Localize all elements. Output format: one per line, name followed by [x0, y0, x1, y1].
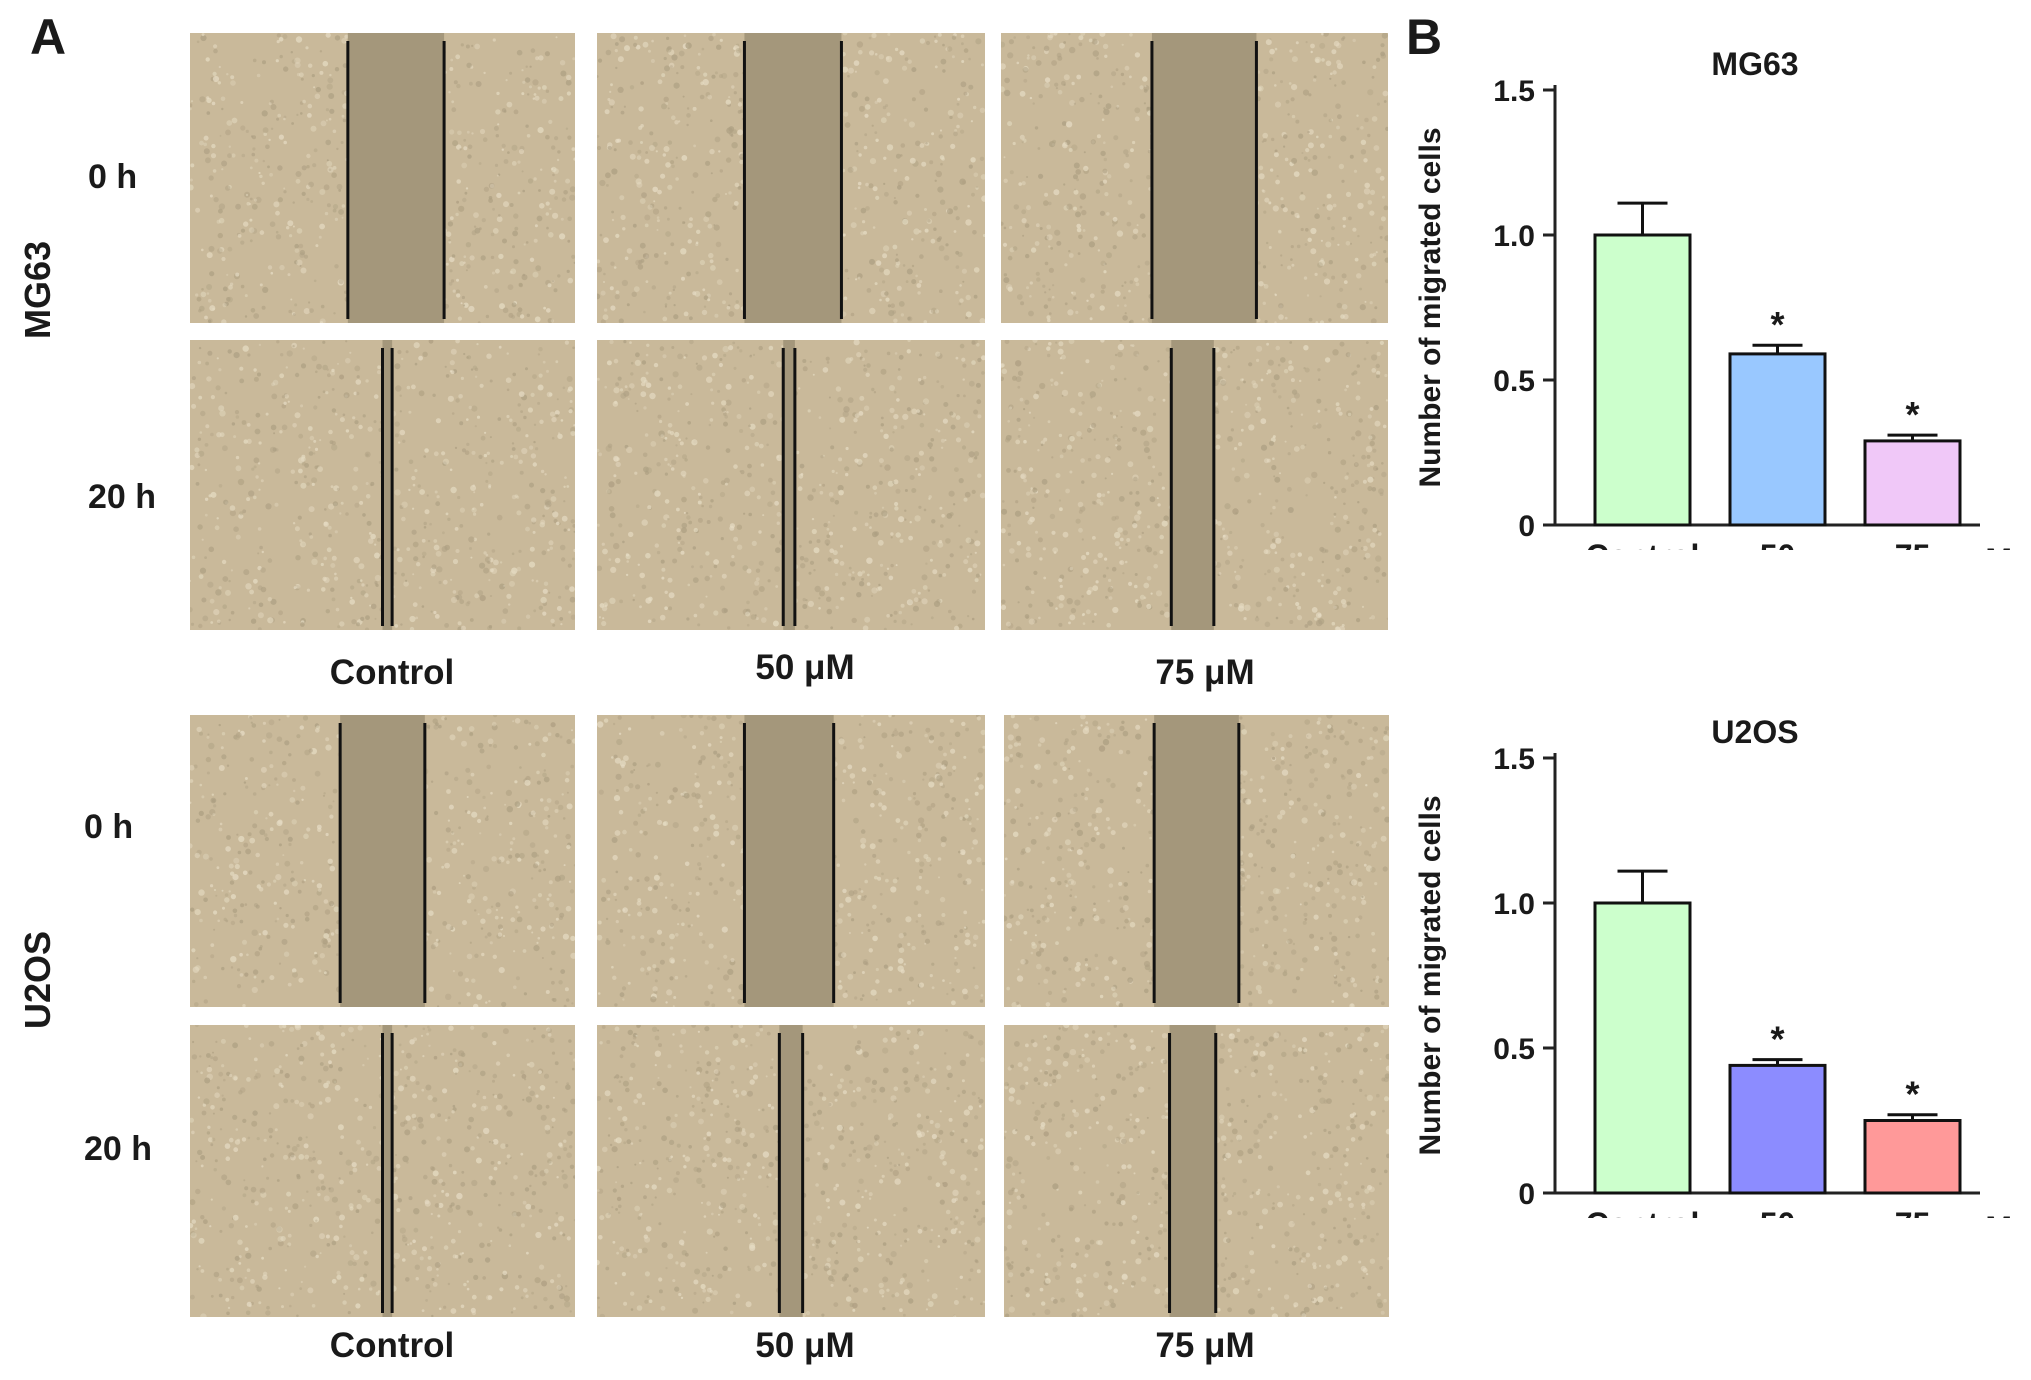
- chart-u2os: U2OS Number of migrated cells 0 0.5 1.0 1.5 Co…: [1400, 698, 2020, 1218]
- chart-u2os-bar-50: [1728, 1063, 1827, 1195]
- u2os-row-label: U2OS: [17, 930, 58, 1030]
- chart-mg63-title: MG63: [1711, 46, 1798, 82]
- mg63-0h-label: 0 h: [88, 158, 138, 196]
- chart-mg63-bar-75: [1863, 439, 1962, 527]
- chart-mg63-ytick-label: 1.5: [1493, 75, 1535, 108]
- micrograph-u2os-20h-50um: [597, 1025, 985, 1317]
- chart-mg63-unit-label: μM: [1966, 542, 2012, 550]
- chart-u2os-significance-star: *: [1905, 1074, 1919, 1115]
- chart-mg63-xtick-label: 75: [1895, 538, 1931, 550]
- micrograph-mg63-20h-75um: [1001, 340, 1388, 630]
- chart-u2os-xtick-label: 75: [1895, 1206, 1931, 1218]
- u2os-label-75um: 75 μM: [1155, 1326, 1255, 1365]
- chart-mg63-ytick-label: 0: [1518, 510, 1535, 543]
- chart-mg63-svg: MG63 Number of migrated cells 0 0.5 1.0 1.5 Co…: [1414, 46, 2012, 550]
- chart-mg63-xtick-label: Control: [1586, 538, 1700, 550]
- micrograph-mg63-0h-control: [190, 33, 575, 323]
- chart-u2os-ytick-label: 0: [1518, 1178, 1535, 1211]
- chart-mg63-significance-star: *: [1905, 394, 1919, 435]
- mg63-label-control: Control: [329, 653, 455, 692]
- u2os-0h-label: 0 h: [84, 808, 134, 846]
- mg63-row-label: MG63: [17, 240, 58, 340]
- mg63-label-75um: 75 μM: [1155, 653, 1255, 692]
- chart-mg63-xtick-label: 50: [1760, 538, 1796, 550]
- chart-mg63-ytick-label: 0.5: [1493, 365, 1535, 398]
- chart-mg63-bar-50: [1728, 352, 1827, 527]
- chart-mg63-significance-star: *: [1770, 304, 1784, 345]
- chart-u2os-ytick-label: 1.0: [1493, 888, 1535, 921]
- chart-mg63-bar-control: [1593, 233, 1692, 527]
- micrograph-mg63-20h-control: [190, 340, 575, 630]
- u2os-20h-label: 20 h: [84, 1130, 153, 1168]
- u2os-label-50um: 50 μM: [755, 1326, 855, 1365]
- chart-u2os-title: U2OS: [1711, 714, 1798, 750]
- u2os-label-control: Control: [329, 1326, 455, 1365]
- mg63-label-50um: 50 μM: [755, 648, 855, 687]
- chart-u2os-ytick-label: 1.5: [1493, 743, 1535, 776]
- micrograph-u2os-0h-50um: [597, 715, 985, 1007]
- chart-u2os-svg: U2OS Number of migrated cells 0 0.5 1.0 1.5 Co…: [1414, 714, 2012, 1218]
- chart-u2os-significance-star: *: [1770, 1019, 1784, 1060]
- panel-b-letter: B: [1406, 9, 1443, 65]
- micrograph-u2os-0h-control: [190, 715, 575, 1007]
- micrograph-u2os-0h-75um: [1004, 715, 1389, 1007]
- micrograph-u2os-20h-control: [190, 1025, 575, 1317]
- mg63-20h-label: 20 h: [88, 478, 157, 516]
- chart-u2os-unit-label: μM: [1966, 1210, 2012, 1218]
- chart-u2os-xtick-label: Control: [1586, 1206, 1700, 1218]
- panel-a-letter: A: [30, 9, 67, 65]
- micrograph-u2os-20h-75um: [1004, 1025, 1389, 1317]
- chart-mg63-ytick-label: 1.0: [1493, 220, 1535, 253]
- chart-u2os-xtick-label: 50: [1760, 1206, 1796, 1218]
- micrograph-mg63-0h-50um: [597, 33, 985, 323]
- chart-u2os-bar-control: [1593, 901, 1692, 1195]
- chart-u2os-bar-75: [1863, 1119, 1962, 1195]
- chart-mg63: MG63 Number of migrated cells 0 0.5 1.0 1.5 Co…: [1400, 30, 2020, 550]
- chart-u2os-ytick-label: 0.5: [1493, 1033, 1535, 1066]
- micrograph-mg63-20h-50um: [597, 340, 985, 630]
- chart-mg63-ylabel: Number of migrated cells: [1414, 127, 1447, 487]
- chart-u2os-ylabel: Number of migrated cells: [1414, 795, 1447, 1155]
- micrograph-mg63-0h-75um: [1001, 33, 1388, 323]
